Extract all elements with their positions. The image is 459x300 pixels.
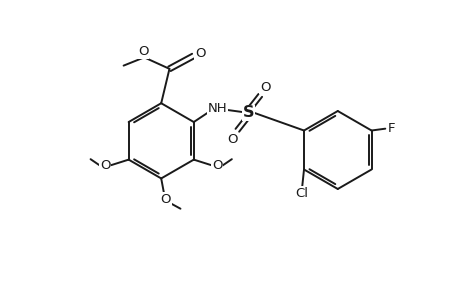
Text: O: O [195,47,205,60]
Text: O: O [138,45,148,58]
Text: O: O [160,193,171,206]
Text: Cl: Cl [295,187,308,200]
Text: F: F [386,122,394,135]
Text: O: O [259,81,270,94]
Text: O: O [100,159,110,172]
Text: O: O [212,159,222,172]
Text: S: S [242,105,254,120]
Text: O: O [227,133,237,146]
Text: NH: NH [207,102,226,115]
